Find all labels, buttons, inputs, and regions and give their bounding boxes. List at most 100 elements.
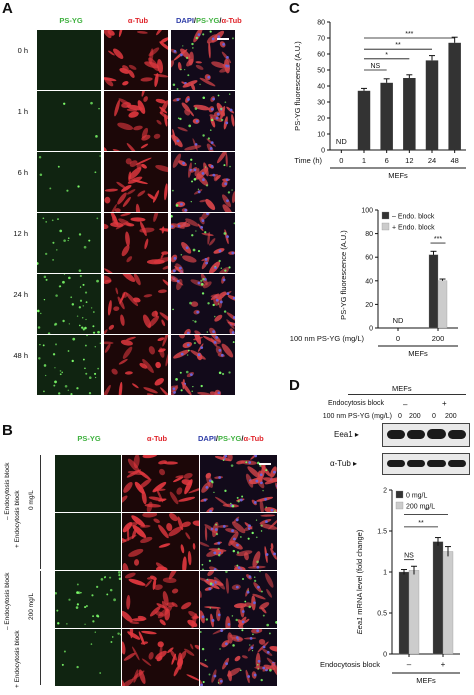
panel-a-row-label: 6 h [17, 168, 28, 177]
bar [357, 90, 371, 150]
y-tick-label: 2 [383, 488, 387, 495]
legend-label: 0 mg/L [406, 493, 428, 500]
panel-a-row-label: 48 h [13, 351, 28, 360]
group-label: MEFs [416, 676, 436, 685]
bar [437, 280, 448, 329]
tubulin-micrograph [104, 335, 168, 395]
panel-b-row-1-label: – Endocytosis block [4, 462, 11, 520]
significance-label: * [425, 508, 428, 515]
psyg-micrograph [55, 571, 121, 628]
blot-row2-val-3: 200 [445, 413, 457, 420]
y-axis-label: PS-YG fluorescence (A.U.) [293, 41, 302, 131]
panel-b-row-2-label: + Endocytosis block [14, 490, 21, 548]
blot-eea1-band [448, 430, 466, 439]
blot-row1-plus: + [442, 399, 447, 408]
blot-title-line [348, 394, 466, 395]
blot-tub-band [448, 460, 466, 467]
merge-micrograph [171, 335, 235, 395]
y-tick-label: 50 [317, 68, 325, 75]
x-axis-label: Time (h) [294, 156, 322, 165]
significance-label: *** [434, 236, 442, 243]
panel-a-row-label: 0 h [17, 46, 28, 55]
x-tick-label: 12 [405, 156, 413, 165]
bar [398, 571, 410, 655]
group-label: MEFs [388, 171, 408, 180]
scale-bar [217, 38, 229, 40]
blot-row1-minus: – [403, 400, 408, 409]
merge-micrograph [171, 30, 235, 90]
panel-b-conc-0-label: 0 mg/L [28, 490, 35, 510]
panel-b-col-merge: DAPI/PS-YG/α-Tub [198, 434, 264, 443]
nd-label: ND [336, 137, 347, 146]
bar [380, 82, 393, 150]
blot-row2-val-1: 200 [409, 413, 421, 420]
panel-a-row-label: 12 h [13, 229, 28, 238]
blot-tub-band [407, 460, 425, 467]
blot-eea1-membrane [382, 423, 470, 447]
blot-eea1-band [427, 429, 446, 439]
y-tick-label: 0 [383, 652, 387, 659]
x-tick-label: 1 [362, 156, 366, 165]
legend-label: 200 mg/L [406, 504, 435, 511]
y-tick-label: 0 [369, 326, 373, 333]
x-tick-label: 200 [432, 334, 445, 343]
y-axis-label: Eea1 mRNA level (fold change) [355, 529, 364, 634]
chart-c-endocytosis: 0 20 40 60 80 100 PS-YG fluorescence (A.U.) ND 0… [290, 208, 458, 358]
merge-micrograph [171, 152, 235, 212]
y-tick-label: 60 [365, 255, 373, 262]
y-tick-label: 80 [365, 231, 373, 238]
y-tick-label: 1.5 [377, 529, 387, 536]
blot-tub-band [387, 460, 405, 467]
merge-micrograph [171, 274, 235, 334]
panel-b-conc-200-label: 200 mg/L [28, 592, 35, 620]
blot-title: MEFs [392, 384, 412, 393]
legend-label: + Endo. block [392, 225, 435, 232]
x-axis-label: 100 nm PS-YG (mg/L) [290, 334, 365, 343]
tubulin-micrograph [122, 571, 199, 628]
chart-d-eea1-mrna: 0 0.5 1 1.5 2 Eea1 mRNA level (fold change) – +… [320, 488, 460, 685]
y-tick-label: 1 [383, 570, 387, 577]
significance-label: ** [418, 520, 424, 527]
bar [428, 254, 439, 329]
psyg-micrograph [37, 213, 101, 273]
blot-row2-val-0: 0 [398, 413, 402, 420]
y-axis-label: PS-YG fluorescence (A.U.) [339, 230, 348, 320]
x-tick-label: + [441, 660, 446, 669]
panel-label-c: C [289, 0, 300, 17]
panel-b-bracket [40, 455, 41, 569]
psyg-micrograph [37, 152, 101, 212]
significance-label: * [385, 52, 388, 59]
psyg-micrograph [55, 513, 121, 570]
tubulin-micrograph [104, 30, 168, 90]
blot-row1-label: Endocytosis block [327, 400, 384, 407]
x-tick-label: 24 [428, 156, 436, 165]
panel-label-b: B [2, 422, 13, 439]
blot-eea1-band [407, 430, 425, 439]
panel-a-row-label: 24 h [13, 290, 28, 299]
merge-micrograph [200, 455, 277, 512]
panel-b-col-psyg: PS-YG [77, 434, 101, 443]
blot-row2-val-2: 0 [432, 413, 436, 420]
y-tick-label: 0 [321, 148, 325, 155]
y-tick-label: 60 [317, 52, 325, 59]
psyg-micrograph [55, 629, 121, 686]
x-axis-label: Endocytosis block [320, 660, 380, 669]
panel-label-a: A [2, 0, 13, 17]
x-tick-label: 48 [450, 156, 458, 165]
tubulin-micrograph [104, 152, 168, 212]
panel-b-row-3-label: – Endocytosis block [4, 572, 11, 630]
y-tick-label: 20 [365, 302, 373, 309]
x-tick-label: – [407, 660, 412, 669]
blot-eea1-band [387, 430, 405, 439]
legend-swatch [381, 211, 390, 220]
panel-a-col-psyg: PS-YG [59, 16, 83, 25]
blot-tub-membrane [382, 453, 470, 475]
panel-a-col-tub: α-Tub [127, 16, 149, 25]
y-tick-label: 80 [317, 20, 325, 27]
y-tick-label: 0.5 [377, 611, 387, 618]
x-tick-label: 0 [396, 334, 400, 343]
legend-label: – Endo. block [392, 214, 435, 221]
y-tick-label: 70 [317, 36, 325, 43]
psyg-micrograph [37, 30, 101, 90]
